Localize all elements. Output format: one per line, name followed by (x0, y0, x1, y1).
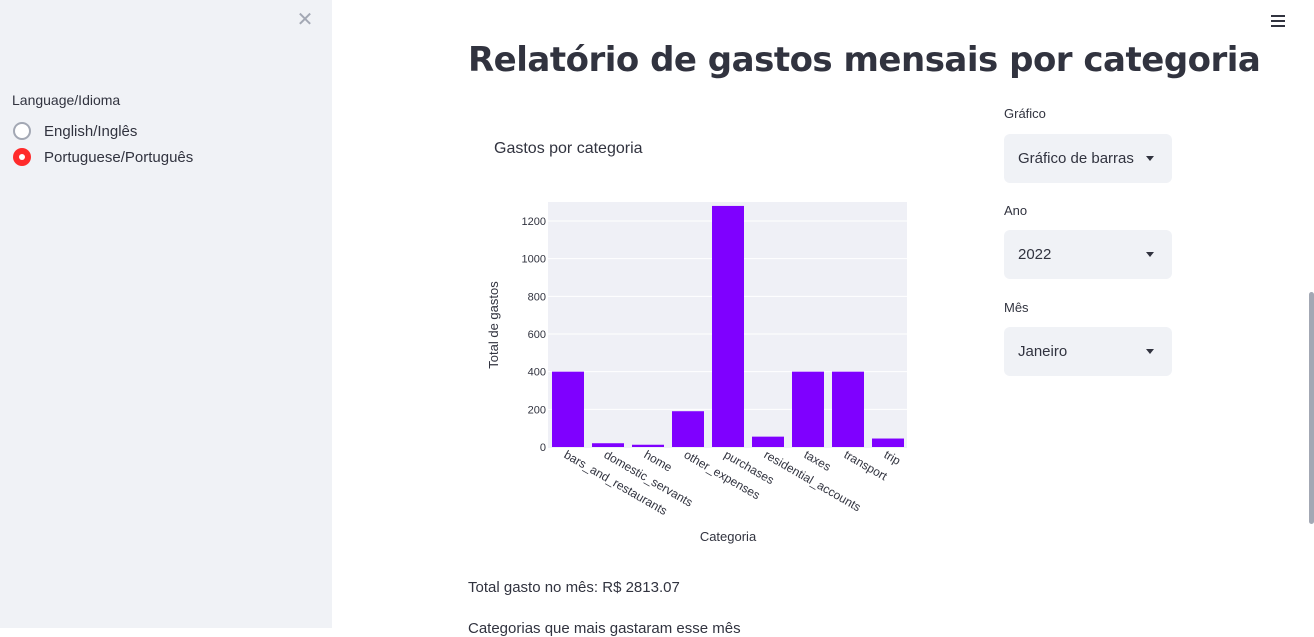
y-tick-label: 200 (528, 404, 546, 416)
sidebar: ✕ Language/Idioma English/Inglês Portugu… (0, 0, 332, 628)
caret-down-icon (1146, 156, 1154, 161)
y-tick-label: 1200 (522, 216, 546, 228)
x-tick-label: transport (842, 447, 891, 483)
x-tick-label: trip (882, 447, 904, 468)
bar-trip[interactable] (872, 438, 904, 447)
top-categories-text: Categorias que mais gastaram esse mês (468, 620, 741, 637)
page-title: Relatório de gastos mensais por categori… (468, 40, 1261, 80)
y-tick-label: 1000 (522, 254, 546, 266)
month-label: Mês (1004, 300, 1029, 315)
year-select[interactable]: 2022 (1004, 230, 1172, 279)
hamburger-menu-icon[interactable] (1268, 12, 1288, 30)
year-value: 2022 (1018, 246, 1052, 263)
bar-domestic_servants[interactable] (592, 443, 624, 447)
chart-type-select[interactable]: Gráfico de barras (1004, 134, 1172, 183)
scrollbar[interactable] (1309, 292, 1314, 524)
y-tick-label: 800 (528, 291, 546, 303)
month-select[interactable]: Janeiro (1004, 327, 1172, 376)
y-tick-label: 0 (540, 442, 546, 454)
x-axis-label: Categoria (700, 529, 757, 544)
y-tick-label: 400 (528, 367, 546, 379)
bar-home[interactable] (632, 444, 664, 447)
caret-down-icon (1146, 252, 1154, 257)
radio-label-portuguese: Portuguese/Português (44, 148, 194, 166)
bar-purchases[interactable] (712, 205, 744, 447)
radio-portuguese[interactable]: Portuguese/Português (13, 148, 193, 166)
bar-bars_and_restaurants[interactable] (552, 371, 584, 447)
language-label: Language/Idioma (12, 92, 121, 108)
chart-type-value: Gráfico de barras (1018, 150, 1134, 167)
y-tick-label: 600 (528, 329, 546, 341)
total-spent-text: Total gasto no mês: R$ 2813.07 (468, 579, 680, 596)
close-sidebar-icon[interactable]: ✕ (296, 7, 314, 31)
radio-label-english: English/Inglês (44, 122, 138, 140)
bar-residential_accounts[interactable] (752, 436, 784, 447)
bar-other_expenses[interactable] (672, 411, 704, 447)
radio-unchecked-icon[interactable] (13, 122, 31, 140)
chart-type-label: Gráfico (1004, 106, 1046, 121)
y-axis-label: Total de gastos (486, 281, 501, 369)
bar-taxes[interactable] (792, 371, 824, 447)
radio-english[interactable]: English/Inglês (13, 122, 137, 140)
bar-transport[interactable] (832, 371, 864, 447)
year-label: Ano (1004, 203, 1028, 218)
bar-chart: Gastos por categoria 0 200 400 600 800 1000 12… (486, 140, 907, 544)
chart-title: Gastos por categoria (494, 140, 643, 157)
month-value: Janeiro (1018, 343, 1068, 360)
radio-checked-icon[interactable] (13, 148, 31, 166)
caret-down-icon (1146, 349, 1154, 354)
